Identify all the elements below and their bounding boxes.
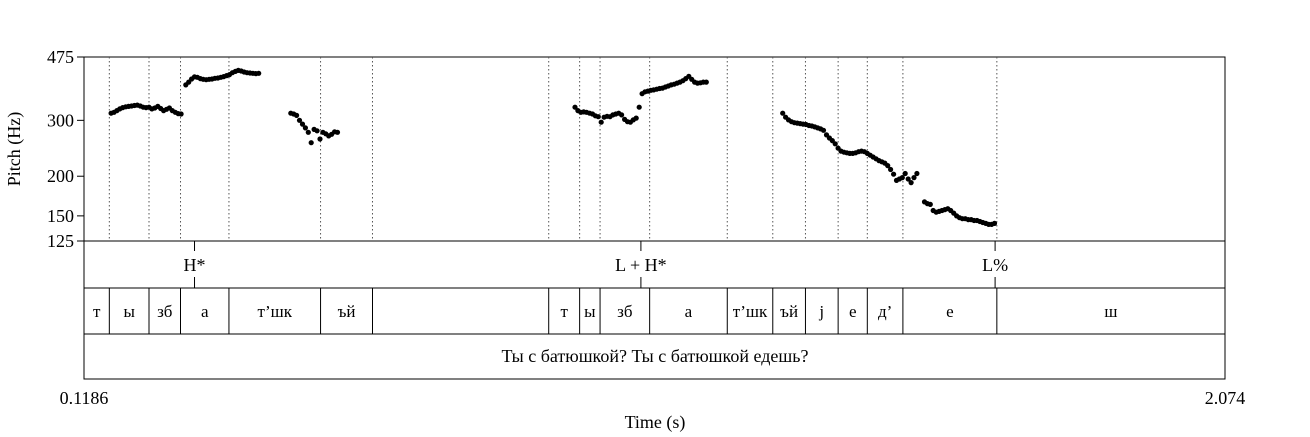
segment-label: ы — [584, 302, 596, 321]
segment-label: зб — [617, 302, 632, 321]
pitch-point — [832, 141, 838, 147]
segment-label: е — [946, 302, 954, 321]
x-tick-end: 2.074 — [1205, 388, 1246, 408]
pitch-point — [991, 220, 998, 226]
segment-label: т — [560, 302, 568, 321]
segment-label: а — [685, 302, 693, 321]
pitch-point — [899, 175, 905, 181]
segment-label: ъй — [780, 302, 798, 321]
pitch-point — [885, 163, 891, 169]
pitch-point — [888, 166, 894, 173]
pitch-point — [908, 180, 914, 186]
pitch-point — [598, 119, 604, 125]
segment-label: д’ — [878, 302, 892, 321]
y-tick-label: 125 — [47, 231, 74, 251]
pitch-point — [927, 201, 933, 207]
segment-label: ы — [123, 302, 135, 321]
y-tick-label: 475 — [47, 47, 74, 67]
pitch-point — [334, 129, 341, 135]
segment-label: j — [818, 302, 824, 321]
pitch-point — [902, 170, 908, 177]
pitch-point — [308, 140, 314, 146]
pitch-point — [780, 110, 786, 116]
pitch-point — [891, 171, 897, 177]
pitch-point — [314, 128, 320, 134]
segment-label: т’шк — [733, 302, 768, 321]
pitch-point — [572, 104, 578, 110]
segment-label: е — [849, 302, 857, 321]
sentence-label: Ты с батюшкой? Ты с батюшкой едешь? — [502, 346, 809, 366]
tone-label: L% — [982, 255, 1008, 275]
y-axis-label: Pitch (Hz) — [4, 112, 25, 186]
pitch-point — [905, 176, 911, 182]
pitch-point — [294, 112, 300, 118]
segment-label: т — [93, 302, 101, 321]
y-tick-label: 200 — [47, 166, 74, 186]
tone-label: L + H* — [615, 255, 666, 275]
pitch-point — [296, 117, 303, 123]
segment-boundary-lines — [108, 57, 998, 241]
y-axis: 125 150 200 300 475 — [47, 47, 84, 251]
x-axis-label: Time (s) — [625, 412, 686, 433]
x-tick-start: 0.1186 — [60, 388, 109, 408]
sentence-tier — [83, 333, 1226, 380]
tone-labels: H* L + H* L% — [184, 241, 1008, 288]
pitch-point — [595, 114, 601, 120]
pitch-point — [178, 111, 184, 117]
pitch-point — [703, 79, 709, 85]
pitch-point — [911, 175, 917, 181]
tone-label: H* — [184, 255, 206, 275]
segment-label: ъй — [338, 302, 356, 321]
pitch-point — [820, 127, 827, 133]
pitch-point — [317, 136, 323, 142]
segment-label: т’шк — [258, 302, 293, 321]
pitch-point — [619, 112, 625, 118]
y-tick-label: 300 — [47, 110, 74, 130]
segment-label: ш — [1104, 302, 1117, 321]
y-tick-label: 150 — [47, 206, 74, 226]
pitch-points — [108, 67, 998, 227]
pitch-point — [633, 115, 639, 121]
segment-label: зб — [157, 302, 172, 321]
pitch-point — [299, 121, 306, 127]
segment-labels: т ы зб а т’шк ъй т ы зб а т’шк ъй j е д’ е ш — [93, 288, 1117, 334]
pitch-plot-area — [83, 56, 1226, 242]
pitch-point — [636, 104, 642, 110]
pitch-point — [302, 125, 308, 131]
pitch-point — [914, 170, 920, 177]
pitch-point — [305, 129, 311, 135]
segment-tier — [83, 287, 1226, 335]
segment-label: а — [201, 302, 209, 321]
pitch-point — [256, 70, 262, 76]
